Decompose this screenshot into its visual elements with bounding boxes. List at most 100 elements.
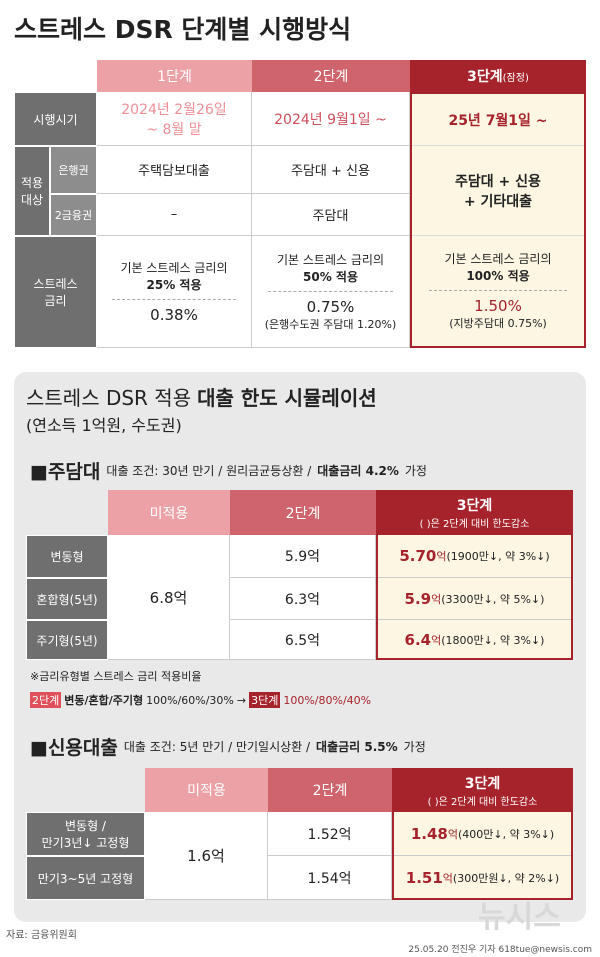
header: 3단계 (잠정) <box>410 60 586 92</box>
text: (1900만↓, 약 3%↓) <box>446 550 550 563</box>
text: 기본 스트레스 금리의 <box>277 253 384 267</box>
cell: 주담대 <box>252 194 410 236</box>
tag: 3단계 <box>249 692 281 708</box>
text: ~ 8월 말 <box>146 121 202 138</box>
text: 2024년 2월26일 <box>121 101 227 118</box>
title: 스트레스 DSR 단계별 시행방식 <box>14 15 352 44</box>
text: + 기타대출 <box>463 193 533 210</box>
stage3-column: 25년 7월1일 ~ 주담대 + 신용 + 기타대출 기본 스트레스 금리의 100… <box>410 92 586 348</box>
cell: 주담대 + 신용 <box>252 146 410 194</box>
text: 3단계 <box>456 498 493 514</box>
text: 대출금리 5.5% <box>316 739 398 754</box>
cell: 1.51 억 (300만원↓, 약 2%↓) <box>394 856 571 900</box>
text: 2단계 <box>285 505 321 522</box>
cell: 1.48 억 (400만↓, 약 3%↓) <box>394 812 571 856</box>
row-label: 시행시기 <box>14 92 97 146</box>
cell: 2024년 2월26일 ~ 8월 말 <box>97 92 252 146</box>
row-label: 은행권 <box>50 146 97 194</box>
cell: 기본 스트레스 금리의 50% 적용 0.75% (은행수도권 주담대 1.20%) <box>252 236 410 348</box>
tag: 2단계 <box>30 692 62 708</box>
text: (1800만↓, 약 3%↓) <box>441 634 545 647</box>
text: ■주담대 <box>30 460 101 483</box>
cell: – <box>97 194 252 236</box>
cell: 5.9 억 (3300만↓, 약 5%↓) <box>378 578 571 620</box>
text: 대출금리 4.2% <box>317 463 399 478</box>
text: 변동형 / <box>65 819 106 833</box>
section-head: ■신용대출 대출 조건: 5년 만기 / 만기일시상환 / 대출금리 5.5% 가정 <box>30 732 426 760</box>
header: 3단계 ( )은 2단계 대비 한도감소 <box>376 490 573 535</box>
text: 25년 7월1일 ~ <box>412 94 584 146</box>
text: 대출 조건: 5년 만기 / 만기일시상환 / <box>123 739 311 754</box>
text: 기본 스트레스 금리의 <box>120 261 228 275</box>
text: 혼합형(5년) <box>36 592 98 607</box>
cell: 1.52억 <box>268 812 392 856</box>
cell: 6.3억 <box>230 578 376 620</box>
text: 미적용 <box>149 505 189 522</box>
text: (3300만↓, 약 5%↓) <box>441 592 545 606</box>
text: 2단계 <box>312 783 348 799</box>
text: 억 <box>436 550 447 563</box>
text: 주담대 + 신용 <box>455 173 541 190</box>
cell: 6.5억 <box>230 620 376 660</box>
text: 만기3~5년 고정형 <box>37 871 134 886</box>
text: 2024년 9월1일 ~ <box>274 111 387 128</box>
cell: 5.70 억 (1900만↓, 약 3%↓) <box>378 535 571 578</box>
text: 가정 <box>403 739 426 754</box>
text: 억 <box>442 872 453 885</box>
heading: 스트레스 DSR 적용 대출 한도 시뮬레이션 <box>26 382 377 410</box>
row-label: 스트레스 금리 <box>14 236 97 348</box>
cell: 1.54억 <box>268 856 392 900</box>
text: ■신용대출 <box>30 736 118 759</box>
text: 5.9 <box>404 589 432 608</box>
cell: 6.4 억 (1800만↓, 약 3%↓) <box>378 620 571 660</box>
header: 2단계 <box>252 60 410 92</box>
cell: 2024년 9월1일 ~ <box>252 92 410 146</box>
text: 0.75% <box>306 298 355 316</box>
text: 3단계 <box>464 775 501 792</box>
row-label: 만기3~5년 고정형 <box>26 856 145 900</box>
header: 2단계 <box>268 768 392 812</box>
note: ※금리유형별 스트레스 금리 적용비율 <box>30 670 202 683</box>
section-head: ■주담대 대출 조건: 30년 만기 / 원리금균등상환 / 대출금리 4.2% 가정 <box>30 456 427 484</box>
cell: 주담대 + 신용 + 기타대출 <box>412 146 584 236</box>
text: 억 <box>431 634 442 647</box>
header: 1단계 <box>97 60 252 92</box>
text: 0.38% <box>150 306 198 324</box>
text: 5.70 <box>399 547 437 565</box>
cell: 6.8억 <box>108 535 230 660</box>
text: 대출 조건: 30년 만기 / 원리금균등상환 / <box>106 463 312 478</box>
text: → <box>236 693 247 707</box>
header: 미적용 <box>108 490 230 535</box>
text: 100% 적용 <box>466 268 530 283</box>
subtitle: (연소득 1억원, 수도권) <box>26 416 182 435</box>
cell: 주택담보대출 <box>97 146 252 194</box>
text: 미적용 <box>187 783 226 799</box>
text: 주기형(5년) <box>36 633 98 648</box>
text: 50% 적용 <box>303 270 358 284</box>
text: (300만원↓, 약 2%↓) <box>452 872 560 885</box>
row-label: 혼합형(5년) <box>26 578 108 620</box>
text: (은행수도권 주담대 1.20%) <box>264 318 397 331</box>
text: ( )은 2단계 대비 한도감소 <box>419 519 530 530</box>
text: 6.4 <box>404 631 432 649</box>
text: 억 <box>447 827 458 841</box>
row-label: 2금융권 <box>50 194 97 236</box>
text: (400만↓, 약 3%↓) <box>457 827 555 841</box>
text: 가정 <box>404 463 427 478</box>
text: 대출 한도 시뮬레이션 <box>197 385 377 410</box>
header: 3단계 ( )은 2단계 대비 한도감소 <box>392 768 573 812</box>
cell: 1.6억 <box>145 812 268 900</box>
header: 미적용 <box>145 768 268 812</box>
note: 2단계 변동/혼합/주기형 100%/60%/30% → 3단계 100%/80%/40% <box>30 690 371 710</box>
text: 만기3년↓ 고정형 <box>41 836 130 850</box>
row-label: 적용 대상 <box>14 146 50 236</box>
watermark: 뉴시스 <box>478 900 561 935</box>
text: 100%/60%/30% <box>146 693 234 707</box>
row-label: 변동형 <box>26 535 108 578</box>
text: 억 <box>431 592 442 606</box>
text: 기본 스트레스 금리의 <box>444 251 552 266</box>
source: 자료: 금융위원회 <box>6 929 77 941</box>
text: 변동/혼합/주기형 <box>64 694 144 707</box>
text: (지방주담대 0.75%) <box>449 316 547 330</box>
text: 1.51 <box>405 869 443 887</box>
